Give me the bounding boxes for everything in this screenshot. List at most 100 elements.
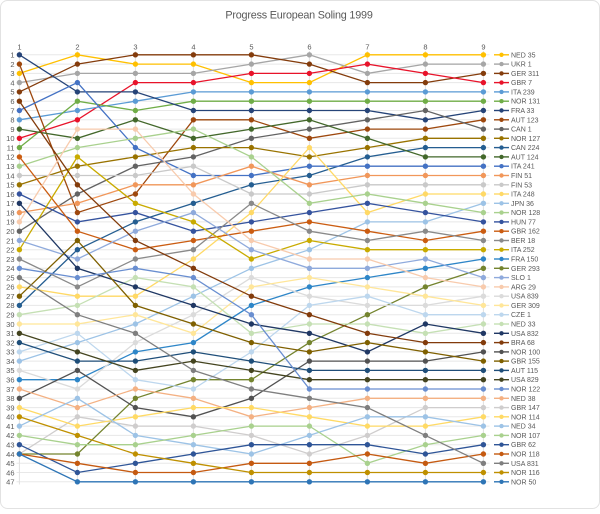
svg-text:32: 32 bbox=[6, 338, 14, 347]
svg-text:27: 27 bbox=[6, 292, 14, 301]
svg-text:20: 20 bbox=[6, 227, 14, 236]
svg-text:4: 4 bbox=[10, 78, 14, 87]
svg-text:3: 3 bbox=[133, 43, 137, 52]
svg-text:40: 40 bbox=[6, 413, 14, 422]
svg-text:18: 18 bbox=[6, 208, 14, 217]
svg-text:NOR 122: NOR 122 bbox=[511, 387, 540, 394]
svg-text:6: 6 bbox=[10, 97, 14, 106]
svg-text:29: 29 bbox=[6, 311, 14, 320]
svg-text:USA 831: USA 831 bbox=[511, 461, 539, 468]
svg-text:Progress European Soling 1999: Progress European Soling 1999 bbox=[225, 10, 372, 22]
svg-text:9: 9 bbox=[481, 43, 485, 52]
svg-text:NOR 118: NOR 118 bbox=[511, 452, 540, 459]
svg-text:NED 38: NED 38 bbox=[511, 396, 536, 403]
svg-text:38: 38 bbox=[6, 394, 14, 403]
svg-text:NOR 128: NOR 128 bbox=[511, 210, 540, 217]
svg-text:6: 6 bbox=[307, 43, 311, 52]
svg-text:7: 7 bbox=[10, 106, 14, 115]
svg-text:NOR 50: NOR 50 bbox=[511, 479, 536, 486]
svg-text:5: 5 bbox=[249, 43, 253, 52]
svg-text:FIN 53: FIN 53 bbox=[511, 182, 532, 189]
svg-text:47: 47 bbox=[6, 478, 14, 487]
svg-text:SLO 1: SLO 1 bbox=[511, 275, 531, 282]
svg-text:NOR 131: NOR 131 bbox=[511, 99, 540, 106]
svg-text:45: 45 bbox=[6, 459, 14, 468]
svg-text:UKR 1: UKR 1 bbox=[511, 62, 532, 69]
svg-text:35: 35 bbox=[6, 366, 14, 375]
svg-text:22: 22 bbox=[6, 246, 14, 255]
svg-text:NED 34: NED 34 bbox=[511, 424, 536, 431]
svg-text:1: 1 bbox=[17, 43, 21, 52]
svg-text:NOR 100: NOR 100 bbox=[511, 349, 540, 356]
svg-text:28: 28 bbox=[6, 301, 14, 310]
svg-text:AUT 124: AUT 124 bbox=[511, 154, 539, 161]
svg-text:30: 30 bbox=[6, 320, 14, 329]
svg-text:BER 18: BER 18 bbox=[511, 238, 535, 245]
svg-text:4: 4 bbox=[191, 43, 195, 52]
svg-text:43: 43 bbox=[6, 441, 14, 450]
svg-text:46: 46 bbox=[6, 468, 14, 477]
svg-text:GBR 155: GBR 155 bbox=[511, 359, 540, 366]
svg-text:42: 42 bbox=[6, 431, 14, 440]
svg-text:12: 12 bbox=[6, 153, 14, 162]
svg-text:8: 8 bbox=[423, 43, 427, 52]
svg-text:44: 44 bbox=[6, 450, 14, 459]
svg-text:ITA 252: ITA 252 bbox=[511, 247, 535, 254]
svg-text:5: 5 bbox=[10, 88, 14, 97]
svg-text:BRA 68: BRA 68 bbox=[511, 340, 535, 347]
svg-text:NOR 107: NOR 107 bbox=[511, 433, 540, 440]
svg-text:41: 41 bbox=[6, 422, 14, 431]
svg-text:34: 34 bbox=[6, 357, 14, 366]
svg-text:JPN 36: JPN 36 bbox=[511, 201, 534, 208]
svg-text:ITA 239: ITA 239 bbox=[511, 89, 535, 96]
svg-text:19: 19 bbox=[6, 218, 14, 227]
svg-text:36: 36 bbox=[6, 376, 14, 385]
svg-text:CAN 1: CAN 1 bbox=[511, 127, 532, 134]
svg-text:33: 33 bbox=[6, 348, 14, 357]
svg-text:8: 8 bbox=[10, 116, 14, 125]
svg-text:FIN 51: FIN 51 bbox=[511, 173, 532, 180]
svg-text:GBR 62: GBR 62 bbox=[511, 442, 536, 449]
svg-text:ITA 248: ITA 248 bbox=[511, 192, 535, 199]
svg-text:3: 3 bbox=[10, 69, 14, 78]
svg-text:AUT 123: AUT 123 bbox=[511, 117, 539, 124]
svg-text:CAN 224: CAN 224 bbox=[511, 145, 540, 152]
svg-text:17: 17 bbox=[6, 199, 14, 208]
svg-text:NED 35: NED 35 bbox=[511, 52, 536, 59]
svg-text:11: 11 bbox=[7, 143, 15, 152]
svg-text:USA 839: USA 839 bbox=[511, 294, 539, 301]
svg-text:7: 7 bbox=[365, 43, 369, 52]
svg-text:CZE 1: CZE 1 bbox=[511, 312, 531, 319]
svg-text:GBR 147: GBR 147 bbox=[511, 405, 540, 412]
svg-text:FRA 33: FRA 33 bbox=[511, 108, 534, 115]
svg-text:15: 15 bbox=[6, 181, 14, 190]
svg-text:2: 2 bbox=[10, 60, 14, 69]
svg-text:9: 9 bbox=[10, 125, 14, 134]
svg-text:NOR 127: NOR 127 bbox=[511, 136, 540, 143]
svg-text:14: 14 bbox=[6, 171, 14, 180]
svg-text:ITA 241: ITA 241 bbox=[511, 164, 535, 171]
svg-text:10: 10 bbox=[6, 134, 14, 143]
svg-text:21: 21 bbox=[6, 236, 14, 245]
svg-text:NOR 114: NOR 114 bbox=[511, 414, 540, 421]
svg-text:16: 16 bbox=[6, 190, 14, 199]
svg-text:31: 31 bbox=[6, 329, 14, 338]
svg-text:GBR 162: GBR 162 bbox=[511, 229, 540, 236]
svg-text:GER 309: GER 309 bbox=[511, 303, 540, 310]
svg-text:USA 832: USA 832 bbox=[511, 331, 539, 338]
svg-text:24: 24 bbox=[6, 264, 14, 273]
svg-text:AUT 115: AUT 115 bbox=[511, 368, 538, 375]
svg-text:NED 33: NED 33 bbox=[511, 322, 536, 329]
svg-text:GBR 7: GBR 7 bbox=[511, 80, 532, 87]
svg-text:ARG 29: ARG 29 bbox=[511, 284, 536, 291]
svg-text:FRA 150: FRA 150 bbox=[511, 257, 538, 264]
svg-text:13: 13 bbox=[6, 162, 14, 171]
svg-text:25: 25 bbox=[6, 273, 14, 282]
svg-text:NOR 116: NOR 116 bbox=[511, 470, 540, 477]
svg-text:26: 26 bbox=[6, 283, 14, 292]
svg-text:GER 311: GER 311 bbox=[511, 71, 539, 78]
svg-text:HUN 77: HUN 77 bbox=[511, 219, 536, 226]
svg-text:USA 829: USA 829 bbox=[511, 377, 539, 384]
svg-text:39: 39 bbox=[6, 403, 14, 412]
svg-text:1: 1 bbox=[10, 51, 14, 60]
